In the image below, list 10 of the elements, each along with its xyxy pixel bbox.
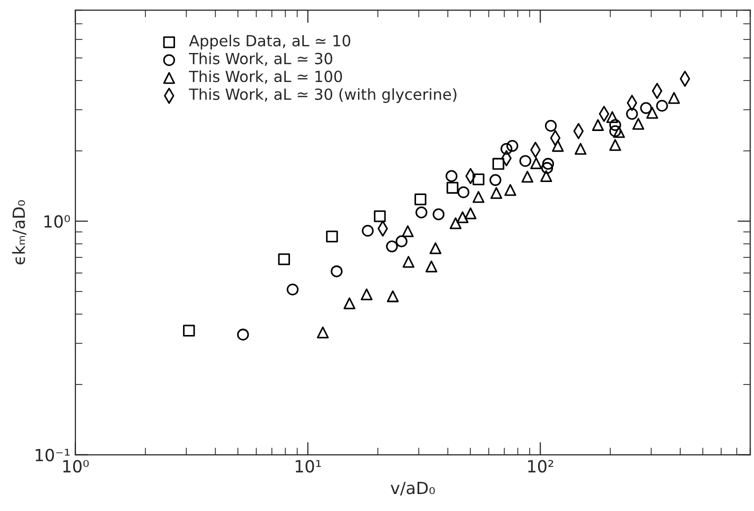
legend-label: Appels Data, aL ≃ 10: [189, 34, 350, 50]
x-tick-label: 10¹: [296, 460, 321, 473]
legend-label: This Work, aL ≃ 30 (with glycerine): [188, 88, 456, 103]
x-tick-label: 10²: [528, 460, 554, 473]
y-tick-label: 10⁻¹: [36, 448, 70, 462]
legend-label: This Work, aL ≃ 30: [188, 52, 332, 66]
x-tick-label: 10⁰: [63, 460, 89, 473]
legend-label: This Work, aL ≃ 100: [188, 70, 342, 84]
x-axis-title: v/aD₀: [390, 482, 435, 496]
y-axis-title: ϵkₘ/aD₀: [12, 200, 26, 264]
